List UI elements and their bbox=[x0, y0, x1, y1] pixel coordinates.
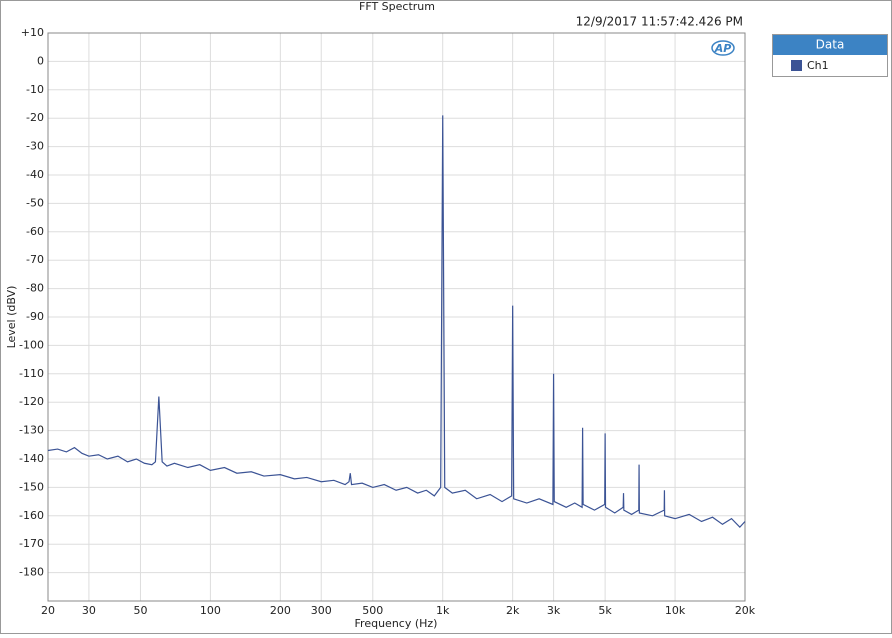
x-tick-label: 500 bbox=[362, 604, 383, 617]
y-tick-label: 0 bbox=[37, 54, 44, 67]
y-tick-label: -20 bbox=[26, 111, 44, 124]
x-tick-label: 20 bbox=[41, 604, 55, 617]
y-tick-label: +10 bbox=[21, 26, 44, 39]
y-tick-label: -120 bbox=[19, 395, 44, 408]
x-tick-label: 5k bbox=[598, 604, 612, 617]
y-tick-label: -50 bbox=[26, 196, 44, 209]
y-tick-label: -80 bbox=[26, 282, 44, 295]
x-tick-label: 2k bbox=[506, 604, 520, 617]
legend-title: Data bbox=[816, 38, 845, 52]
logo: AP bbox=[714, 42, 732, 55]
x-tick-label: 20k bbox=[735, 604, 756, 617]
y-tick-label: -140 bbox=[19, 452, 44, 465]
x-tick-label: 30 bbox=[82, 604, 96, 617]
legend-swatch bbox=[791, 60, 802, 71]
y-tick-label: -180 bbox=[19, 566, 44, 579]
y-tick-label: -130 bbox=[19, 424, 44, 437]
timestamp: 12/9/2017 11:57:42.426 PM bbox=[576, 15, 743, 29]
y-tick-label: -60 bbox=[26, 225, 44, 238]
x-tick-label: 50 bbox=[133, 604, 147, 617]
y-tick-label: -10 bbox=[26, 83, 44, 96]
y-tick-label: -170 bbox=[19, 537, 44, 550]
x-tick-label: 10k bbox=[665, 604, 686, 617]
x-tick-label: 100 bbox=[200, 604, 221, 617]
y-axis-label: Level (dBV) bbox=[5, 286, 18, 349]
plot-frame bbox=[47, 32, 746, 602]
y-tick-label: -110 bbox=[19, 367, 44, 380]
y-tick-label: -30 bbox=[26, 140, 44, 153]
y-tick-label: -40 bbox=[26, 168, 44, 181]
x-tick-label: 300 bbox=[311, 604, 332, 617]
y-tick-label: -150 bbox=[19, 480, 44, 493]
y-tick-label: -90 bbox=[26, 310, 44, 323]
chart-title: FFT Spectrum bbox=[359, 0, 435, 13]
legend-header bbox=[773, 35, 887, 55]
y-tick-label: -70 bbox=[26, 253, 44, 266]
series-line bbox=[47, 115, 746, 529]
logo-ring bbox=[711, 40, 735, 56]
x-axis-label: Frequency (Hz) bbox=[355, 617, 438, 630]
legend-label: Ch1 bbox=[807, 59, 829, 72]
y-tick-label: -100 bbox=[19, 338, 44, 351]
x-tick-label: 200 bbox=[270, 604, 291, 617]
x-tick-label: 3k bbox=[547, 604, 561, 617]
y-tick-label: -160 bbox=[19, 509, 44, 522]
x-tick-label: 1k bbox=[436, 604, 450, 617]
